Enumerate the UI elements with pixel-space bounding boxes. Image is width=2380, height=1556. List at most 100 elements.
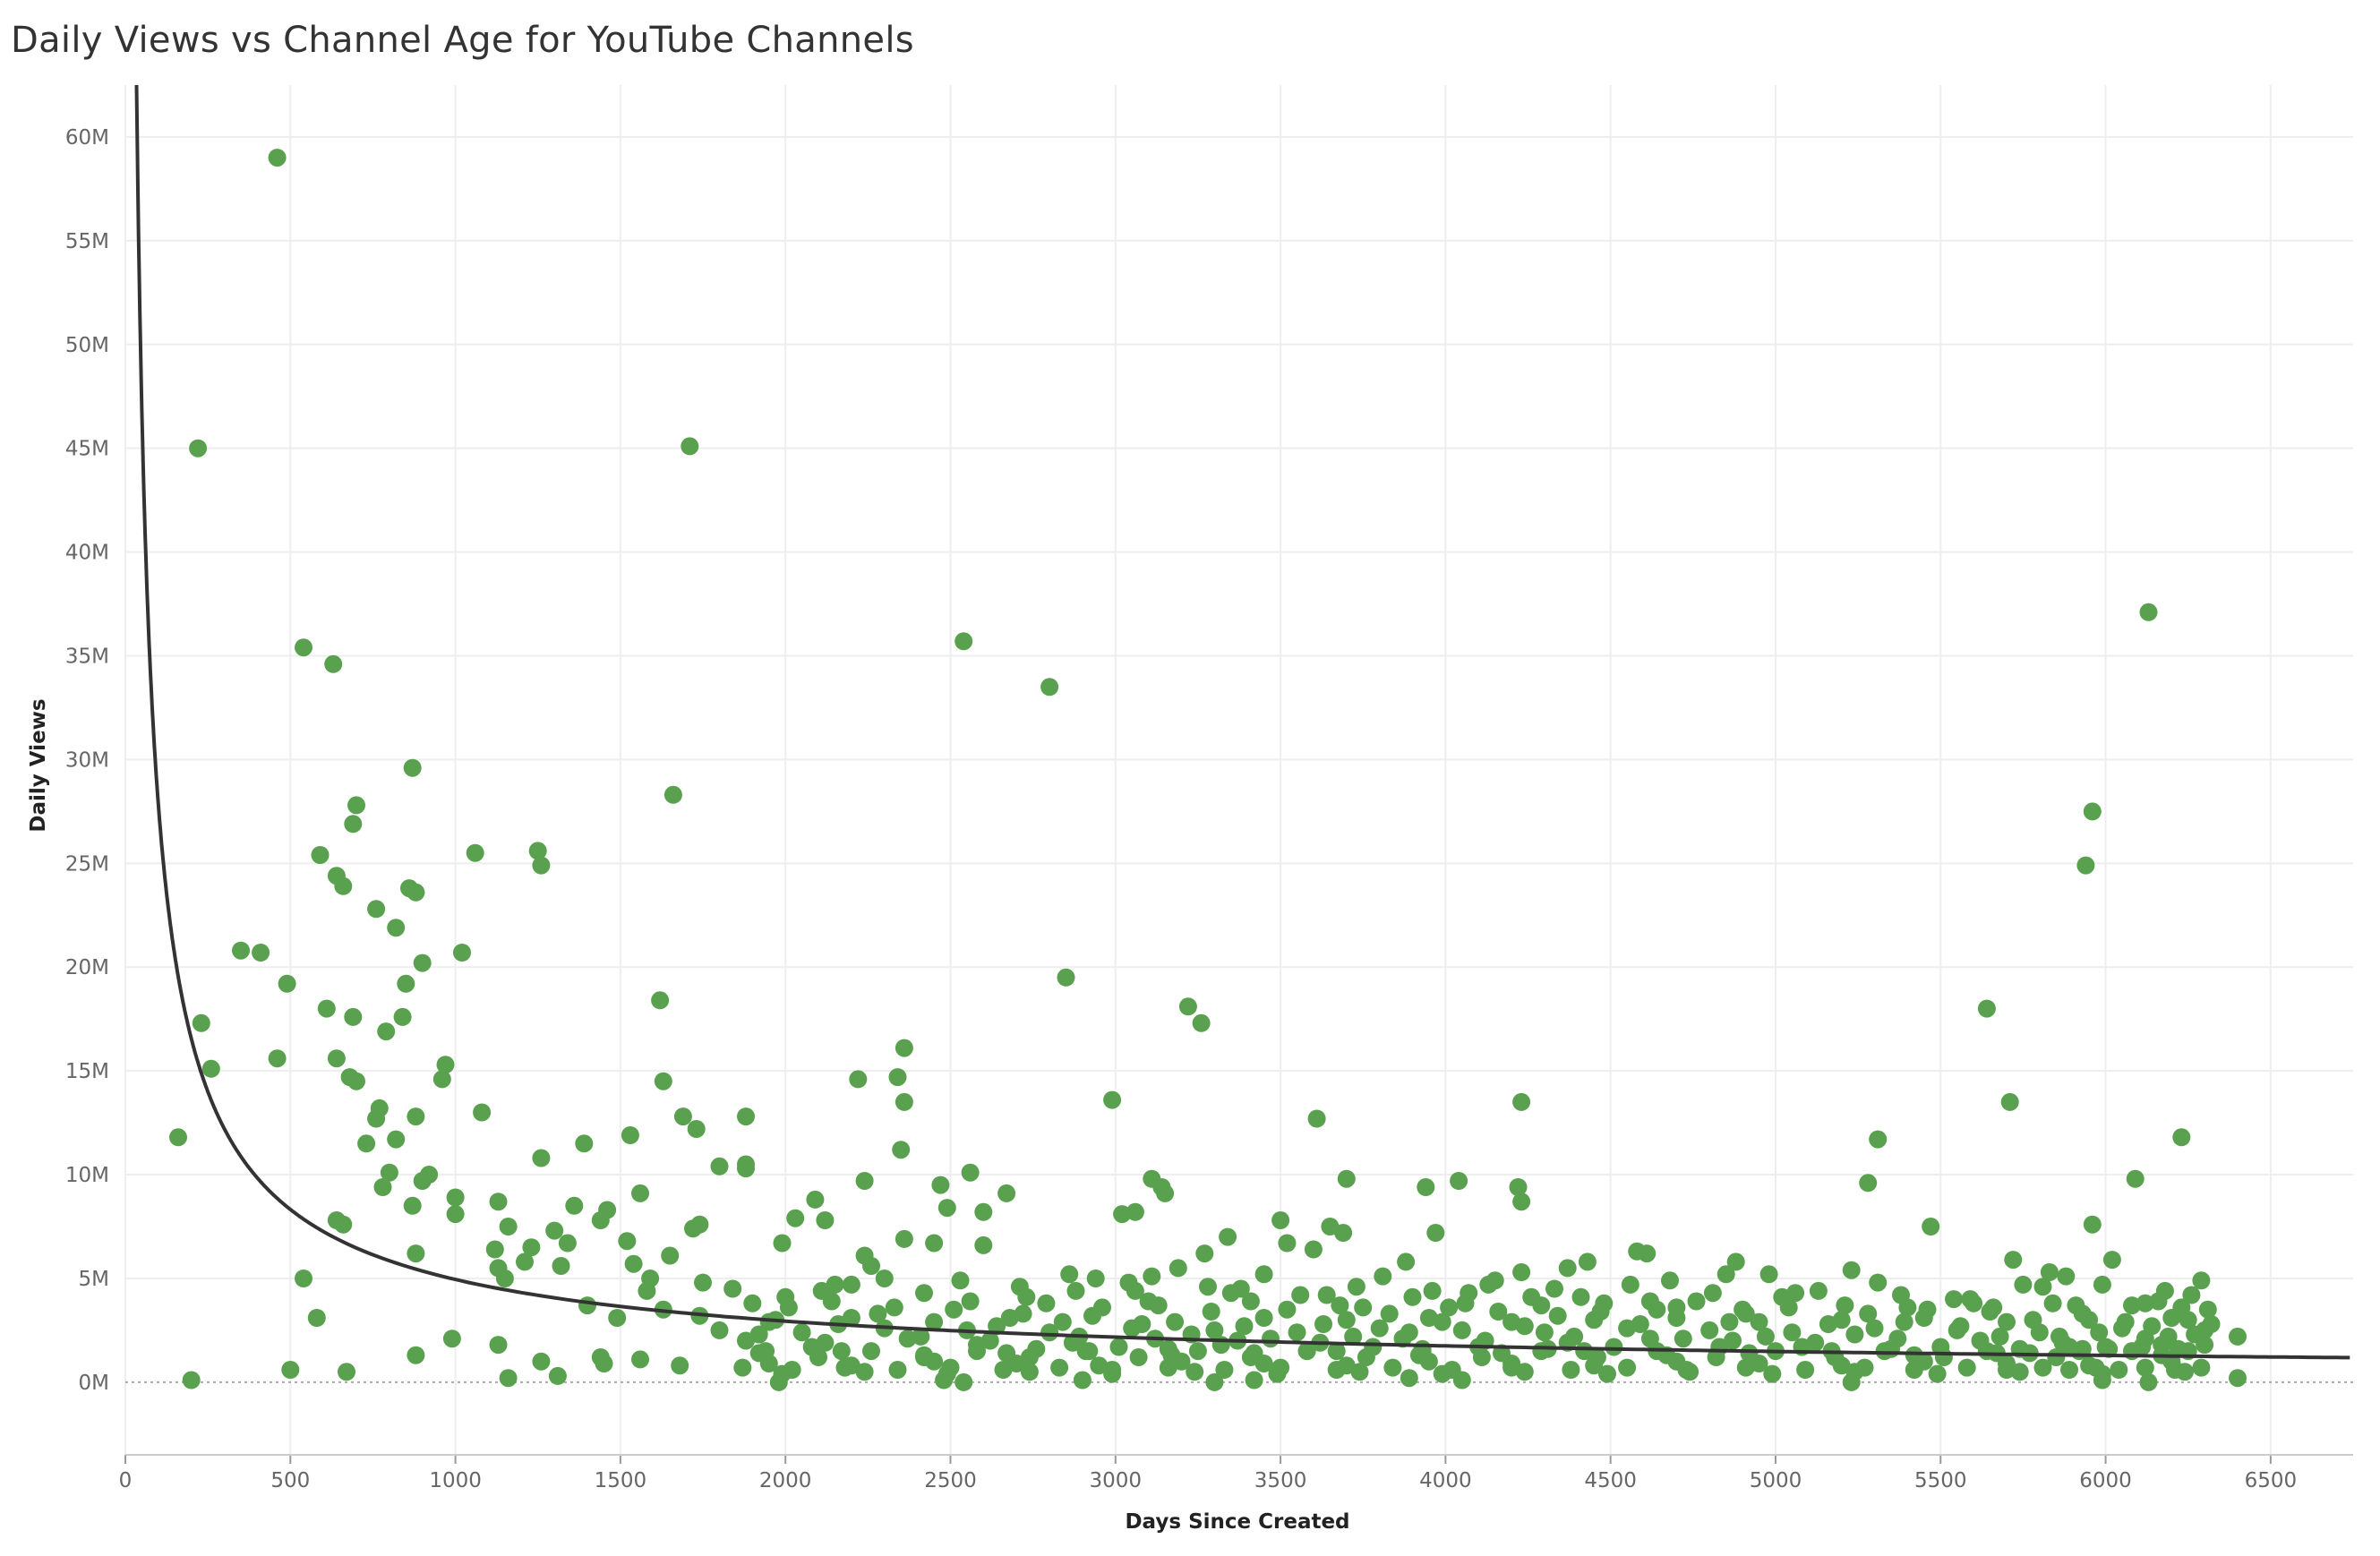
data-point: [1050, 1358, 1069, 1377]
data-point: [317, 999, 336, 1018]
data-point: [1756, 1327, 1775, 1346]
data-point: [1859, 1304, 1878, 1323]
data-point: [2143, 1317, 2162, 1336]
data-point: [955, 632, 973, 651]
data-point: [2004, 1251, 2023, 1270]
data-point: [941, 1358, 960, 1377]
data-point: [2033, 1278, 2052, 1296]
x-tick-label: 2500: [924, 1469, 977, 1492]
data-point: [1288, 1323, 1306, 1342]
data-point: [1188, 1342, 1207, 1361]
data-point: [545, 1221, 564, 1240]
data-point: [552, 1257, 570, 1275]
x-tick-label: 500: [270, 1469, 310, 1492]
data-point: [473, 1103, 492, 1122]
data-point: [189, 439, 208, 457]
data-point: [835, 1358, 854, 1377]
data-point: [1945, 1290, 1963, 1309]
data-point: [442, 1329, 461, 1348]
data-point: [1984, 1298, 2003, 1317]
data-point: [1977, 999, 1996, 1018]
data-point: [2126, 1169, 2145, 1188]
data-point: [1126, 1202, 1144, 1221]
data-point: [690, 1215, 709, 1234]
data-point: [673, 1107, 692, 1126]
data-point: [268, 1049, 287, 1068]
data-point: [407, 883, 425, 902]
data-point: [1512, 1263, 1531, 1281]
data-point: [776, 1287, 795, 1306]
data-point: [1169, 1259, 1187, 1278]
data-point: [1370, 1319, 1389, 1338]
data-point: [2093, 1275, 2111, 1294]
data-point: [618, 1232, 637, 1251]
data-point: [1819, 1315, 1837, 1333]
data-point: [1397, 1252, 1416, 1271]
data-point: [485, 1240, 504, 1259]
data-point: [1595, 1294, 1614, 1312]
data-point: [324, 654, 343, 673]
x-tick-label: 6000: [2079, 1469, 2132, 1492]
data-point: [1195, 1244, 1214, 1263]
data-point: [344, 815, 363, 834]
data-point: [1423, 1281, 1442, 1300]
data-point: [2149, 1292, 2168, 1311]
y-tick-label: 20M: [65, 956, 109, 979]
x-tick-label: 0: [119, 1469, 133, 1492]
data-point: [1057, 968, 1075, 987]
data-point: [624, 1254, 643, 1273]
data-point: [2033, 1358, 2052, 1377]
data-point: [2060, 1338, 2078, 1356]
data-point: [1509, 1178, 1528, 1196]
data-point: [631, 1184, 649, 1202]
data-point: [663, 785, 682, 804]
data-point: [1548, 1306, 1567, 1325]
data-point: [2047, 1348, 2066, 1366]
y-tick-label: 15M: [65, 1060, 109, 1083]
data-point: [489, 1193, 508, 1211]
data-point: [1433, 1312, 1451, 1331]
data-point: [1235, 1317, 1254, 1336]
data-point: [1928, 1364, 1947, 1383]
y-tick-label: 25M: [65, 852, 109, 876]
y-tick-label: 60M: [65, 126, 109, 150]
x-tick-label: 6500: [2245, 1469, 2298, 1492]
data-point: [1779, 1298, 1798, 1317]
data-point: [783, 1361, 801, 1379]
data-point: [516, 1252, 534, 1271]
data-point: [1703, 1284, 1722, 1303]
data-point: [855, 1363, 874, 1381]
data-point: [1951, 1317, 1970, 1336]
data-point: [1460, 1284, 1478, 1303]
data-point: [1472, 1348, 1491, 1366]
data-point: [710, 1157, 729, 1176]
data-point: [937, 1199, 956, 1218]
data-point: [974, 1202, 993, 1221]
x-axis-ticks: 0 500 1000 1500 2000 2500 3000 3500 4000 4500 5000…: [119, 1454, 2353, 1492]
data-point: [842, 1275, 860, 1294]
data-point: [522, 1238, 541, 1257]
data-point: [1763, 1364, 1782, 1383]
data-point: [974, 1235, 993, 1254]
data-point: [915, 1348, 933, 1366]
data-point: [1109, 1338, 1128, 1356]
data-point: [373, 1178, 392, 1196]
data-point: [1957, 1358, 1976, 1377]
data-point: [1842, 1261, 1861, 1279]
data-point: [608, 1309, 627, 1327]
data-point: [2086, 1358, 2105, 1377]
data-point: [997, 1184, 1016, 1202]
chart-title: Daily Views vs Channel Age for YouTube C…: [11, 20, 914, 61]
y-tick-label: 40M: [65, 542, 109, 565]
data-point: [377, 1022, 396, 1041]
data-point: [945, 1300, 963, 1319]
data-point: [994, 1361, 1013, 1379]
data-point: [334, 1215, 353, 1234]
data-point: [1859, 1174, 1878, 1193]
data-point: [1350, 1363, 1369, 1381]
data-point: [1291, 1286, 1310, 1304]
data-point: [393, 1007, 412, 1026]
data-point: [1403, 1287, 1422, 1306]
data-point: [182, 1371, 201, 1389]
data-point: [759, 1312, 778, 1331]
